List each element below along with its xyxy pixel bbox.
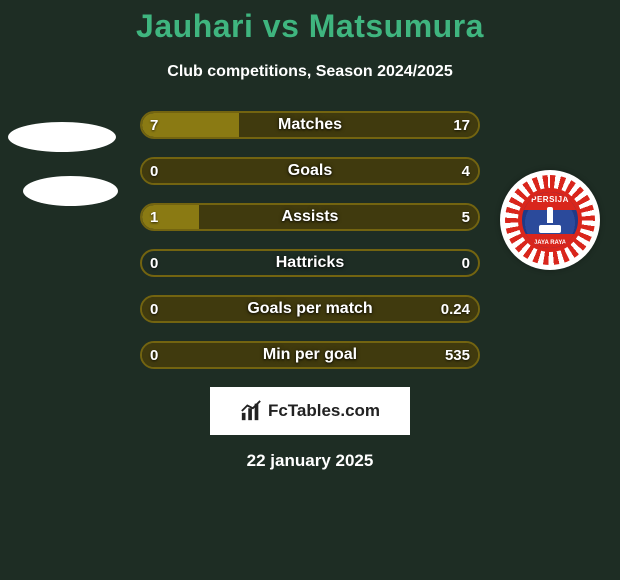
date-text: 22 january 2025 [0,451,620,471]
stat-bar: 00Hattricks [140,249,480,277]
bar-track [140,111,480,139]
stat-bar: 15Assists [140,203,480,231]
stats-bars: 717Matches04Goals15Assists00Hattricks00.… [140,111,480,369]
bar-value-right: 5 [462,203,470,231]
stat-bar: 717Matches [140,111,480,139]
logo-box: FcTables.com [210,387,410,435]
bar-fill-right [142,343,478,367]
bar-value-left: 1 [150,203,158,231]
bar-value-left: 0 [150,341,158,369]
left-team-oval-1 [8,122,116,152]
bar-value-right: 0 [462,249,470,277]
bar-value-right: 0.24 [441,295,470,323]
bar-value-left: 0 [150,249,158,277]
left-team-oval-2 [23,176,118,206]
right-team-badge: PERSIJA JAYA RAYA [500,170,600,270]
logo-text: FcTables.com [268,401,380,421]
bar-track [140,341,480,369]
bar-fill-right [142,159,478,183]
stat-bar: 00.24Goals per match [140,295,480,323]
badge-monument-icon [539,207,561,233]
bar-value-left: 0 [150,295,158,323]
bar-track [140,157,480,185]
bar-fill-right [239,113,478,137]
bar-value-right: 535 [445,341,470,369]
stat-bar: 0535Min per goal [140,341,480,369]
bar-track [140,203,480,231]
bar-fill-right [199,205,478,229]
bar-track [140,295,480,323]
bar-value-right: 17 [453,111,470,139]
bar-fill-right [142,297,478,321]
badge-bottom-text: JAYA RAYA [518,234,582,252]
page-title: Jauhari vs Matsumura [0,0,620,45]
logo-chart-icon [240,400,262,422]
subtitle: Club competitions, Season 2024/2025 [0,63,620,81]
stat-bar: 04Goals [140,157,480,185]
bar-track [140,249,480,277]
bar-value-left: 0 [150,157,158,185]
bar-value-right: 4 [462,157,470,185]
bar-value-left: 7 [150,111,158,139]
